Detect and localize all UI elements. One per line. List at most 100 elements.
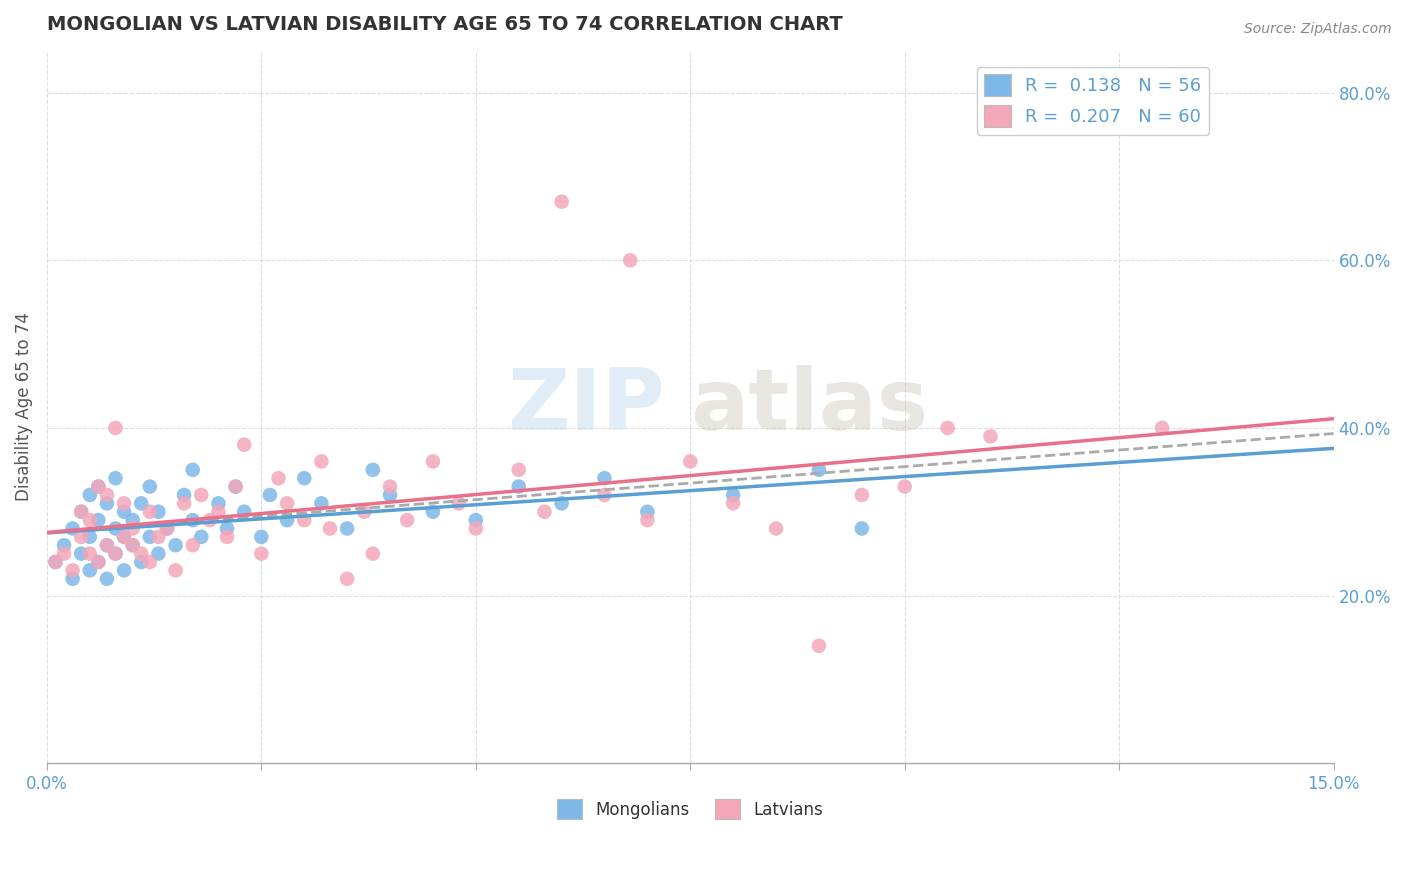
Point xyxy=(447,496,470,510)
Text: ZIP: ZIP xyxy=(506,366,665,449)
Point xyxy=(508,480,530,494)
Point xyxy=(636,505,658,519)
Point xyxy=(361,547,384,561)
Point xyxy=(104,521,127,535)
Point xyxy=(70,505,93,519)
Point xyxy=(181,538,204,552)
Point xyxy=(148,547,170,561)
Point xyxy=(79,563,101,577)
Point xyxy=(807,463,830,477)
Point xyxy=(636,513,658,527)
Point xyxy=(139,530,162,544)
Point xyxy=(181,513,204,527)
Point xyxy=(533,505,555,519)
Point xyxy=(190,530,212,544)
Point xyxy=(96,572,118,586)
Point xyxy=(87,480,110,494)
Point xyxy=(121,538,143,552)
Point xyxy=(619,253,641,268)
Point xyxy=(121,513,143,527)
Point xyxy=(292,513,315,527)
Point xyxy=(336,521,359,535)
Point xyxy=(765,521,787,535)
Point xyxy=(104,471,127,485)
Point xyxy=(979,429,1001,443)
Point xyxy=(62,521,84,535)
Point xyxy=(259,488,281,502)
Point xyxy=(121,538,143,552)
Point xyxy=(70,547,93,561)
Point xyxy=(851,488,873,502)
Point xyxy=(87,555,110,569)
Point xyxy=(893,480,915,494)
Point xyxy=(104,421,127,435)
Point xyxy=(233,505,256,519)
Point xyxy=(96,496,118,510)
Point xyxy=(319,521,342,535)
Text: MONGOLIAN VS LATVIAN DISABILITY AGE 65 TO 74 CORRELATION CHART: MONGOLIAN VS LATVIAN DISABILITY AGE 65 T… xyxy=(46,15,842,34)
Point xyxy=(207,505,229,519)
Point xyxy=(79,547,101,561)
Legend: Mongolians, Latvians: Mongolians, Latvians xyxy=(551,792,830,826)
Point xyxy=(70,530,93,544)
Point xyxy=(112,563,135,577)
Point xyxy=(165,563,187,577)
Point xyxy=(311,454,333,468)
Point xyxy=(139,480,162,494)
Point xyxy=(165,538,187,552)
Point xyxy=(129,496,152,510)
Point xyxy=(104,547,127,561)
Point xyxy=(112,496,135,510)
Point xyxy=(225,480,247,494)
Point xyxy=(121,521,143,535)
Point xyxy=(336,572,359,586)
Point xyxy=(361,463,384,477)
Point xyxy=(276,513,298,527)
Point xyxy=(464,513,486,527)
Point xyxy=(353,505,375,519)
Point xyxy=(139,505,162,519)
Point xyxy=(181,463,204,477)
Point xyxy=(139,555,162,569)
Point xyxy=(1152,421,1174,435)
Point xyxy=(129,555,152,569)
Point xyxy=(44,555,66,569)
Point xyxy=(112,530,135,544)
Point xyxy=(378,488,401,502)
Point xyxy=(225,480,247,494)
Point xyxy=(190,488,212,502)
Point xyxy=(267,471,290,485)
Point xyxy=(148,530,170,544)
Point xyxy=(936,421,959,435)
Point xyxy=(215,530,238,544)
Point xyxy=(156,521,179,535)
Point xyxy=(62,572,84,586)
Point xyxy=(721,496,744,510)
Point xyxy=(207,496,229,510)
Point xyxy=(250,530,273,544)
Point xyxy=(311,496,333,510)
Point xyxy=(292,471,315,485)
Text: atlas: atlas xyxy=(690,366,928,449)
Point xyxy=(250,547,273,561)
Point xyxy=(508,463,530,477)
Point xyxy=(96,538,118,552)
Point xyxy=(148,505,170,519)
Point xyxy=(851,521,873,535)
Point xyxy=(233,438,256,452)
Point xyxy=(276,496,298,510)
Point xyxy=(156,521,179,535)
Y-axis label: Disability Age 65 to 74: Disability Age 65 to 74 xyxy=(15,312,32,501)
Point xyxy=(550,496,572,510)
Point xyxy=(173,488,195,502)
Point xyxy=(129,547,152,561)
Point xyxy=(593,488,616,502)
Point xyxy=(62,563,84,577)
Point xyxy=(87,555,110,569)
Point xyxy=(112,530,135,544)
Point xyxy=(396,513,419,527)
Point xyxy=(215,521,238,535)
Point xyxy=(96,538,118,552)
Point xyxy=(87,480,110,494)
Point xyxy=(422,454,444,468)
